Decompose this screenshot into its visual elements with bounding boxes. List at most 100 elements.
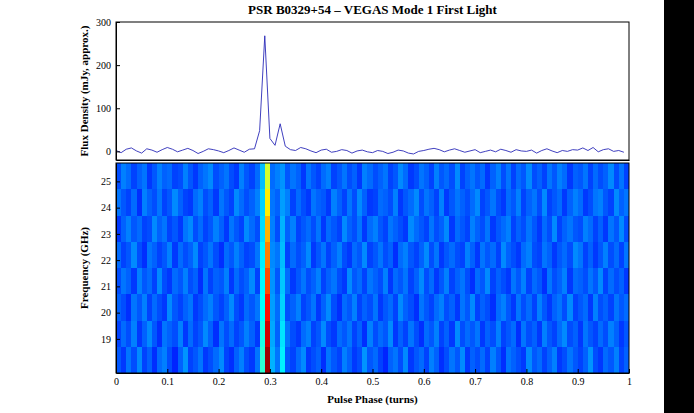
heatmap-cell <box>526 242 531 268</box>
heatmap-cell <box>547 163 552 189</box>
heatmap-cell <box>152 321 157 347</box>
heatmap-cell <box>280 163 285 189</box>
heatmap-cell <box>147 163 152 189</box>
x-axis-tick-label: 0.8 <box>521 376 534 387</box>
heatmap-cell <box>567 347 572 373</box>
heatmap-cell <box>388 294 393 320</box>
heatmap-cell <box>588 347 593 373</box>
heatmap-cell <box>403 321 408 347</box>
heatmap-cell <box>301 294 306 320</box>
heatmap-cell <box>142 268 147 294</box>
heatmap-cell <box>362 189 367 215</box>
x-axis-tick: 0.4 <box>315 369 328 387</box>
heatmap-cell <box>598 347 603 373</box>
heatmap-cell <box>403 163 408 189</box>
x-axis-tick-mark <box>578 369 579 373</box>
heatmap-cell <box>178 242 183 268</box>
heatmap-cell <box>439 294 444 320</box>
heatmap-cell <box>213 189 218 215</box>
heatmap-cell <box>270 294 275 320</box>
heatmap-cell <box>465 189 470 215</box>
heatmap-cell <box>167 163 172 189</box>
heatmap-cell <box>296 294 301 320</box>
heatmap-cell <box>603 294 608 320</box>
heatmap-cell <box>152 189 157 215</box>
heatmap-cell <box>198 242 203 268</box>
heatmap-cell <box>608 163 613 189</box>
heatmap-cell <box>244 268 249 294</box>
heatmap-cell <box>511 163 516 189</box>
y-axis-tick: 200 <box>96 60 120 71</box>
heatmap-cell <box>178 321 183 347</box>
heatmap-cell <box>142 189 147 215</box>
heatmap-cell <box>444 294 449 320</box>
x-axis-tick: 0.5 <box>367 369 380 387</box>
heatmap-cell <box>624 268 629 294</box>
heatmap-cell <box>342 268 347 294</box>
heatmap-cell <box>552 216 557 242</box>
heatmap-cell <box>444 268 449 294</box>
heatmap-cell <box>367 268 372 294</box>
heatmap-cell <box>470 163 475 189</box>
y-axis-tick-label: 24 <box>101 202 111 213</box>
x-axis-line <box>117 373 630 374</box>
heatmap-cell <box>234 321 239 347</box>
heatmap-cell <box>480 268 485 294</box>
heatmap-cell <box>147 294 152 320</box>
heatmap-cell <box>203 347 208 373</box>
heatmap-cell <box>593 321 598 347</box>
heatmap-cell <box>470 268 475 294</box>
heatmap-cell <box>378 189 383 215</box>
heatmap-cell <box>337 268 342 294</box>
heatmap-cell <box>465 347 470 373</box>
heatmap-cell <box>131 242 136 268</box>
heatmap-cell <box>419 294 424 320</box>
heatmap-cell <box>434 216 439 242</box>
heatmap-cell <box>290 216 295 242</box>
heatmap-cell <box>208 321 213 347</box>
heatmap-cell <box>183 347 188 373</box>
x-axis-tick-label: 0.4 <box>315 376 328 387</box>
heatmap-cell <box>480 216 485 242</box>
heatmap-cell <box>347 321 352 347</box>
heatmap-cell <box>270 242 275 268</box>
heatmap-cell <box>224 163 229 189</box>
heatmap-cell <box>490 294 495 320</box>
y-axis-tick-label: 25 <box>101 176 111 187</box>
heatmap-cell <box>260 242 265 268</box>
heatmap-cell <box>296 242 301 268</box>
heatmap-cell <box>562 189 567 215</box>
heatmap-cell <box>172 321 177 347</box>
heatmap-cell <box>537 321 542 347</box>
heatmap-cell <box>188 321 193 347</box>
heatmap-cell <box>280 216 285 242</box>
heatmap-cell <box>516 163 521 189</box>
y-axis-tick-mark <box>116 151 120 152</box>
heatmap-cell <box>383 294 388 320</box>
heatmap-cell <box>583 294 588 320</box>
heatmap-cell <box>403 189 408 215</box>
heatmap-cell <box>367 294 372 320</box>
heatmap-cell <box>557 294 562 320</box>
heatmap-cell <box>208 268 213 294</box>
heatmap-cell <box>573 268 578 294</box>
heatmap-cell <box>147 268 152 294</box>
x-axis-tick-label: 0.6 <box>418 376 431 387</box>
y-axis-tick-mark <box>116 260 120 261</box>
heatmap-cell <box>475 321 480 347</box>
heatmap-cell <box>501 321 506 347</box>
heatmap-cell <box>337 163 342 189</box>
heatmap-cell <box>424 347 429 373</box>
heatmap-cell <box>167 347 172 373</box>
y-axis-tick-label: 19 <box>101 334 111 345</box>
heatmap-cell <box>588 163 593 189</box>
heatmap-cell <box>537 242 542 268</box>
heatmap-cell <box>275 268 280 294</box>
heatmap-cell <box>465 163 470 189</box>
heatmap-cell <box>455 294 460 320</box>
heatmap-cell <box>357 189 362 215</box>
heatmap-cell <box>126 268 131 294</box>
heatmap-cell <box>593 294 598 320</box>
heatmap-cell <box>403 242 408 268</box>
heatmap-cell <box>490 242 495 268</box>
